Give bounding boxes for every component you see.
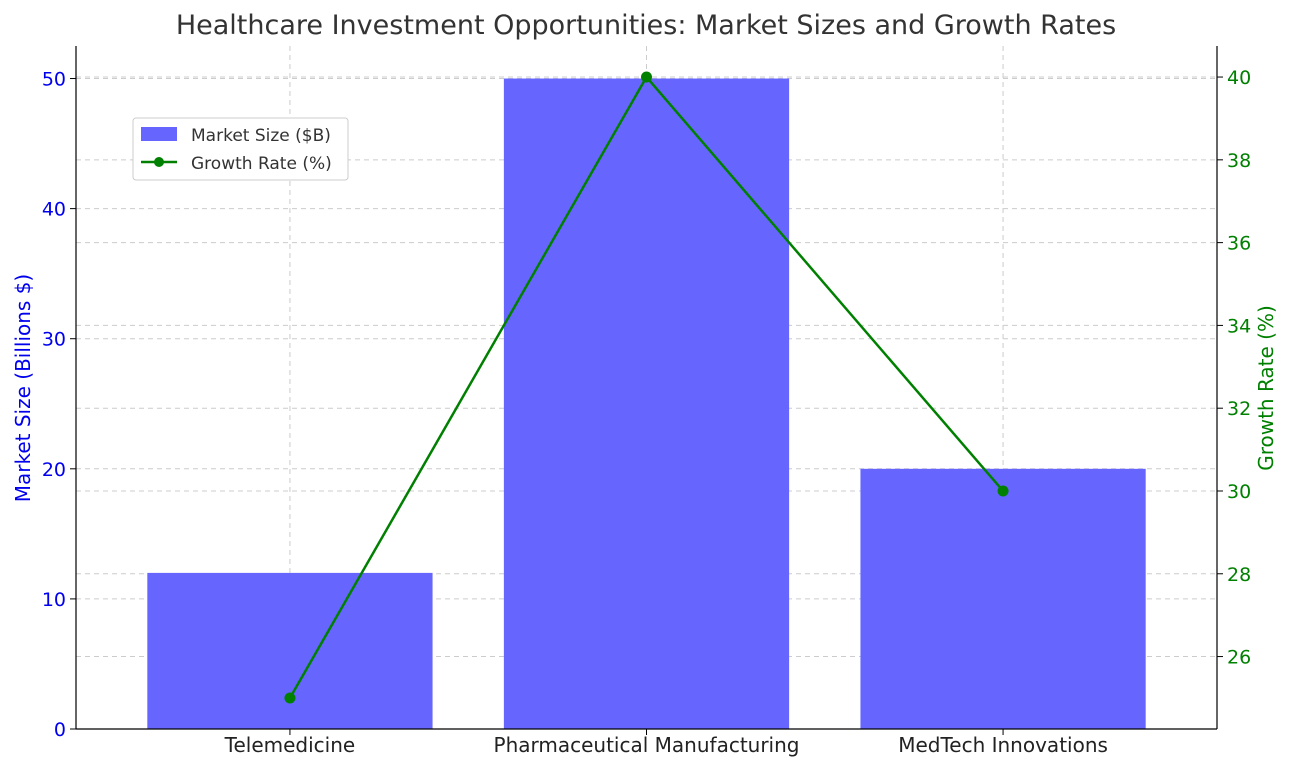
legend-marker-growth-rate	[154, 157, 164, 167]
bar-1	[503, 78, 790, 730]
legend-label-market-size: Market Size ($B)	[191, 126, 331, 146]
legend: Market Size ($B) Growth Rate (%)	[132, 117, 349, 181]
left-tick-label-50: 50	[42, 69, 66, 91]
x-tick-label-0: Telemedicine	[224, 733, 356, 757]
legend-swatch-market-size	[141, 127, 177, 141]
line-layer	[284, 71, 1009, 704]
left-tick-label-40: 40	[42, 199, 66, 221]
legend-label-growth-rate: Growth Rate (%)	[191, 154, 332, 174]
right-tick-label-36: 36	[1227, 233, 1251, 255]
y-axis-label-left: Market Size (Billions $)	[11, 274, 35, 503]
legend-frame	[132, 117, 349, 181]
growth-rate-point-2	[997, 485, 1009, 497]
x-tick-label-2: MedTech Innovations	[898, 733, 1108, 757]
left-tick-label-20: 20	[42, 459, 66, 481]
left-tick-label-0: 0	[54, 719, 66, 741]
left-tick-label-30: 30	[42, 329, 66, 351]
right-tick-label-28: 28	[1227, 564, 1251, 586]
x-tick-label-1: Pharmaceutical Manufacturing	[494, 733, 800, 757]
chart-title: Healthcare Investment Opportunities: Mar…	[176, 10, 1116, 41]
bars-layer	[147, 78, 1146, 730]
bar-0	[147, 572, 433, 729]
right-tick-label-34: 34	[1227, 315, 1251, 337]
bar-2	[860, 468, 1146, 729]
right-tick-label-38: 38	[1227, 150, 1251, 172]
growth-rate-point-0	[284, 692, 296, 704]
growth-rate-point-1	[641, 71, 652, 83]
y-axis-label-right: Growth Rate (%)	[1254, 305, 1278, 471]
right-tick-label-26: 26	[1227, 647, 1251, 669]
right-tick-label-32: 32	[1227, 398, 1251, 420]
right-tick-label-40: 40	[1227, 67, 1251, 89]
axes-layer: 0 10 20 30 40 50 26 28 30 32 34 36 38 40 Telemedicine P…	[42, 46, 1251, 757]
left-tick-label-10: 10	[42, 589, 66, 611]
right-tick-label-30: 30	[1227, 481, 1251, 503]
